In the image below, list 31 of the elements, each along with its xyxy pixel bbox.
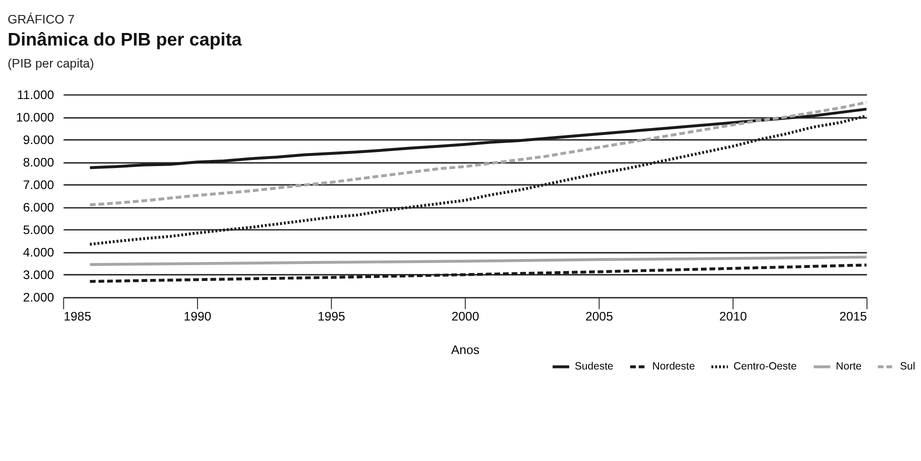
y-tick-label: 9.000	[22, 132, 54, 147]
legend-label: Sul	[900, 360, 916, 373]
line-series	[88, 114, 866, 246]
x-tick-label: 2015	[839, 310, 868, 324]
y-tick-label: 6.000	[22, 200, 54, 214]
x-axis-title: Anos	[451, 343, 480, 358]
x-tick-label: 2010	[719, 310, 747, 324]
y-tick-label: 4.000	[22, 245, 54, 260]
y-tick-label: 3.000	[22, 268, 54, 282]
y-tick-label: 7.000	[22, 178, 54, 192]
text: GRÁFICO 7	[8, 12, 75, 27]
legend-label: Nordeste	[652, 360, 696, 373]
line-series	[88, 108, 866, 170]
line-series	[88, 264, 866, 283]
y-tick-label: 5.000	[22, 222, 54, 237]
x-tick-label: 1995	[318, 310, 346, 324]
legend-label: Sudeste	[574, 360, 614, 373]
legend-label: Norte	[836, 360, 862, 373]
x-tick-label: 1990	[184, 310, 212, 324]
line-series	[88, 256, 866, 266]
chart-title: Dinâmica do PIB per capita	[8, 30, 243, 50]
x-tick-label: 2005	[585, 310, 614, 324]
legend-label: Centro-Oeste	[734, 360, 797, 373]
y-tick-label: 8.000	[22, 155, 54, 170]
y-tick-label: 2.000	[22, 290, 54, 305]
x-tick-label: 2000	[451, 310, 480, 324]
x-tick-label: 1985	[64, 310, 92, 324]
y-tick-label: 11.000	[16, 88, 54, 102]
chart-subtitle: (PIB per capita)	[8, 56, 94, 71]
y-tick-label: 10.000	[16, 110, 54, 124]
line-series	[88, 100, 866, 206]
